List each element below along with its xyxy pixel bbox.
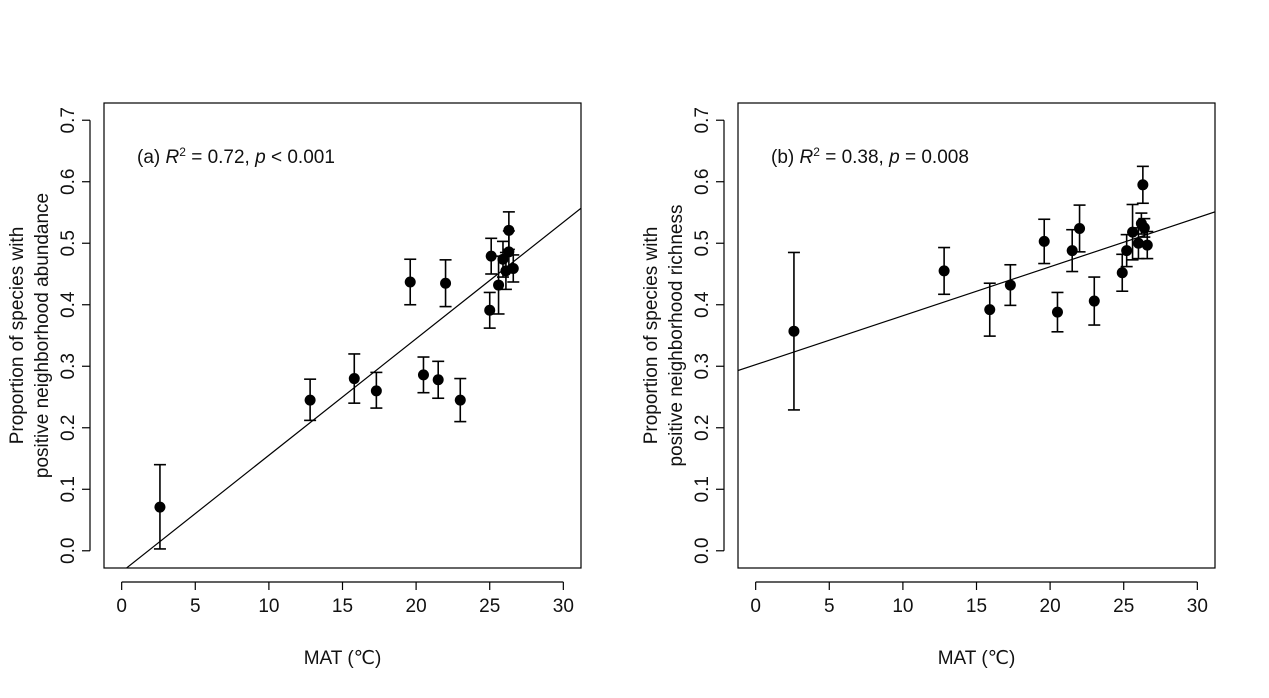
- data-point: [1074, 222, 1086, 234]
- data-point: [493, 279, 505, 291]
- data-point: [417, 369, 429, 381]
- y-tick-label: 0.0: [58, 538, 79, 564]
- data-point: [1116, 267, 1128, 279]
- x-tick-label: 30: [1187, 596, 1208, 617]
- y-tick-label: 0.3: [58, 353, 79, 379]
- y-tick-label: 0.1: [692, 476, 713, 502]
- data-point: [454, 394, 466, 406]
- x-tick-label: 20: [406, 596, 427, 617]
- data-point: [984, 304, 996, 316]
- y-axis-title-line1: Proportion of species with: [641, 227, 662, 445]
- data-point: [154, 501, 166, 513]
- y-tick-label: 0.2: [692, 415, 713, 441]
- y-tick-label: 0.4: [692, 291, 713, 318]
- annotation-p-value: < 0.001: [266, 147, 335, 168]
- annotation-r-sup: 2: [179, 145, 186, 159]
- data-point: [370, 385, 382, 397]
- data-point: [304, 394, 316, 406]
- data-point: [503, 224, 515, 236]
- data-point: [485, 250, 497, 262]
- x-tick-label: 15: [966, 596, 987, 617]
- annotation-r-value: = 0.38,: [820, 147, 889, 168]
- x-tick-label: 10: [258, 596, 279, 617]
- plot-frame: [103, 102, 582, 569]
- plot-frame: [737, 102, 1216, 569]
- data-point: [1004, 279, 1016, 291]
- data-point: [404, 276, 416, 288]
- data-point: [432, 374, 444, 386]
- x-axis-title: MAT (℃): [938, 648, 1016, 669]
- x-tick-label: 20: [1040, 596, 1061, 617]
- x-tick-label: 0: [750, 596, 761, 617]
- annotation-p-label: p: [888, 147, 900, 168]
- y-axis-title-line2: positive neighborhood abundance: [32, 193, 53, 478]
- x-tick-label: 25: [1113, 596, 1134, 617]
- data-point: [1127, 226, 1139, 238]
- x-tick-label: 0: [116, 596, 127, 617]
- y-axis-title-line2: positive neighborhood richness: [666, 205, 687, 467]
- y-tick-label: 0.6: [692, 169, 713, 195]
- x-tick-label: 10: [892, 596, 913, 617]
- data-point: [1038, 235, 1050, 247]
- x-axis-title: MAT (℃): [304, 648, 382, 669]
- y-tick-label: 0.2: [58, 415, 79, 441]
- x-tick-label: 5: [190, 596, 201, 617]
- annotation-prefix: (a): [137, 147, 166, 168]
- y-tick-label: 0.5: [58, 230, 79, 256]
- y-tick-label: 0.5: [692, 230, 713, 256]
- y-tick-label: 0.3: [692, 353, 713, 379]
- data-point: [440, 277, 452, 289]
- data-point: [1132, 237, 1144, 249]
- y-tick-label: 0.6: [58, 169, 79, 195]
- data-point: [1066, 245, 1078, 257]
- data-point: [1088, 295, 1100, 307]
- data-point: [1137, 179, 1149, 191]
- y-tick-label: 0.0: [692, 538, 713, 564]
- x-tick-label: 15: [332, 596, 353, 617]
- panel-b: 0 5 10 15 20 25 30 0.0 0.1 0.2 0.3 0.4 0.5 0.6 0.7 MAT …: [641, 102, 1216, 669]
- stats-annotation: (a) R2 = 0.72, p < 0.001: [137, 145, 335, 168]
- y-tick-label: 0.4: [58, 291, 79, 318]
- annotation-r-label: R: [800, 147, 814, 168]
- annotation-r-label: R: [166, 147, 180, 168]
- data-point: [938, 265, 950, 277]
- annotation-r-value: = 0.72,: [186, 147, 255, 168]
- data-point: [503, 246, 515, 258]
- stats-annotation: (b) R2 = 0.38, p = 0.008: [771, 145, 969, 168]
- data-point: [507, 262, 519, 274]
- data-point: [1138, 222, 1150, 234]
- data-point: [348, 373, 360, 385]
- data-point: [1051, 306, 1063, 318]
- annotation-prefix: (b): [771, 147, 800, 168]
- data-point: [1141, 239, 1153, 251]
- data-point: [484, 304, 496, 316]
- y-tick-label: 0.1: [58, 476, 79, 502]
- y-tick-label: 0.7: [58, 107, 79, 133]
- annotation-p-value: = 0.008: [900, 147, 969, 168]
- annotation-p-label: p: [254, 147, 266, 168]
- regression-line: [738, 211, 1215, 372]
- y-tick-label: 0.7: [692, 107, 713, 133]
- data-point: [497, 253, 509, 265]
- data-point: [788, 325, 800, 337]
- x-tick-label: 25: [479, 596, 500, 617]
- data-point: [1121, 245, 1133, 257]
- y-axis-title-line1: Proportion of species with: [7, 227, 28, 445]
- x-tick-label: 5: [824, 596, 835, 617]
- x-tick-label: 30: [553, 596, 574, 617]
- annotation-r-sup: 2: [813, 145, 820, 159]
- panel-a: 0 5 10 15 20 25 30 0.0 0.1 0.2 0.3 0.4 0.5 0.6 0.7 MAT …: [7, 102, 582, 669]
